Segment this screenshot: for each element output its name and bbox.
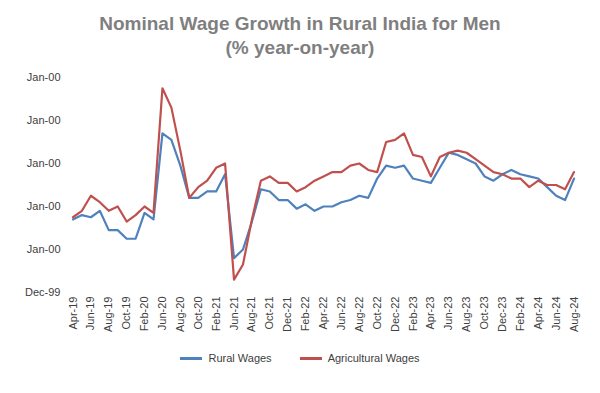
svg-text:Jan-00: Jan-00 [27, 200, 61, 212]
svg-text:Aug-24: Aug-24 [568, 297, 580, 332]
svg-text:Jan-00: Jan-00 [27, 243, 61, 255]
svg-text:Oct-20: Oct-20 [192, 297, 204, 330]
svg-text:Oct-21: Oct-21 [263, 297, 275, 330]
svg-text:Feb-20: Feb-20 [138, 297, 150, 332]
svg-text:Jan-00: Jan-00 [27, 71, 61, 83]
svg-text:Jun-23: Jun-23 [442, 297, 454, 331]
svg-text:Oct-19: Oct-19 [120, 297, 132, 330]
svg-text:Feb-24: Feb-24 [514, 297, 526, 332]
svg-text:Dec-22: Dec-22 [389, 297, 401, 332]
svg-text:Apr-22: Apr-22 [317, 297, 329, 330]
svg-text:Apr-19: Apr-19 [66, 297, 78, 330]
html-text:Rural Wages: Rural Wages [208, 352, 272, 364]
svg-text:Apr-23: Apr-23 [424, 297, 436, 330]
svg-text:Jun-19: Jun-19 [84, 297, 96, 331]
html-text:Agricultural Wages: Agricultural Wages [327, 352, 420, 364]
svg-text:Dec-99: Dec-99 [25, 286, 60, 298]
svg-text:Jun-22: Jun-22 [335, 297, 347, 331]
svg-text:Dec-21: Dec-21 [281, 297, 293, 332]
svg-text:Aug-23: Aug-23 [460, 297, 472, 332]
svg-text:Jan-00: Jan-00 [27, 114, 61, 126]
html-text:(% year-on-year): (% year-on-year) [225, 37, 375, 58]
svg-text:Aug-19: Aug-19 [102, 297, 114, 332]
svg-text:Jun-20: Jun-20 [156, 297, 168, 331]
svg-text:Jun-24: Jun-24 [550, 297, 562, 331]
svg-text:Oct-23: Oct-23 [478, 297, 490, 330]
svg-text:Dec-23: Dec-23 [496, 297, 508, 332]
svg-text:Jun-21: Jun-21 [228, 297, 240, 331]
svg-text:Feb-23: Feb-23 [406, 297, 418, 332]
svg-text:Jan-00: Jan-00 [27, 157, 61, 169]
html-text:Nominal Wage Growth in Rural I: Nominal Wage Growth in Rural India for M… [99, 13, 501, 34]
svg-text:Feb-22: Feb-22 [299, 297, 311, 332]
svg-text:Aug-20: Aug-20 [174, 297, 186, 332]
svg-text:Oct-22: Oct-22 [371, 297, 383, 330]
svg-text:Apr-24: Apr-24 [532, 297, 544, 330]
svg-text:Aug-22: Aug-22 [353, 297, 365, 332]
svg-text:Aug-21: Aug-21 [245, 297, 257, 332]
svg-text:Feb-21: Feb-21 [210, 297, 222, 332]
